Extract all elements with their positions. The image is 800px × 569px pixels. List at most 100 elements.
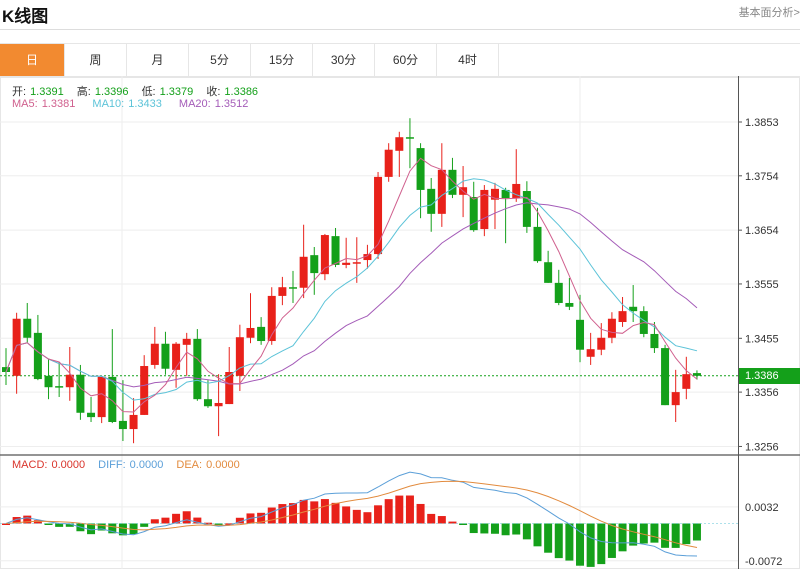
macd-bar (161, 517, 170, 524)
high-label: 高: (76, 86, 91, 98)
macd-legend: MACD: 0.0000 DIFF: 0.0000 DEA: 0.0000 (12, 459, 244, 471)
page-title: K线图 (2, 7, 49, 26)
macd-bar (363, 512, 372, 524)
macd-bar (118, 523, 127, 536)
candle-body (193, 338, 202, 400)
macd-bar (320, 499, 329, 524)
tab-4hour[interactable]: 4时 (437, 44, 499, 77)
candle-body (512, 183, 521, 199)
candle-body (576, 319, 585, 350)
candle-body (65, 374, 74, 388)
macd-bar (533, 523, 542, 547)
macd-bar (352, 509, 361, 524)
tab-week[interactable]: 周 (65, 44, 127, 77)
dea-value: 0.0000 (206, 459, 240, 471)
macd-bar (257, 512, 266, 524)
candle-body (533, 226, 542, 262)
candle-body (395, 137, 404, 151)
candle-body (692, 373, 701, 376)
candle-body (76, 374, 85, 413)
tab-5min[interactable]: 5分 (189, 44, 251, 77)
macd-bar (384, 499, 393, 524)
macd-bar (214, 523, 223, 526)
candle-body (650, 333, 659, 349)
kline-chart[interactable]: 1.3853 1.3754 1.3654 1.3555 1.3455 1.3356 1.32… (0, 76, 800, 569)
candle-body (140, 366, 149, 415)
candle-body (618, 311, 627, 322)
candle-body (384, 149, 393, 177)
macd-bar (501, 523, 510, 536)
candle-body (522, 191, 531, 227)
macd-bar (554, 523, 563, 559)
ma5-line (5, 157, 698, 413)
candle-body (118, 420, 127, 430)
candle-body (374, 176, 383, 255)
macd-bar (661, 523, 670, 548)
candle-body (363, 254, 372, 261)
macd-bar (140, 523, 149, 527)
macd-bar (416, 503, 425, 524)
tab-30min[interactable]: 30分 (313, 44, 375, 77)
candle-body (320, 235, 329, 275)
macd-label: MACD: (12, 459, 48, 471)
candle-body (87, 412, 96, 418)
candle-body (235, 337, 244, 376)
candle-body (682, 374, 691, 389)
candle-body (246, 327, 255, 338)
candle-body (278, 287, 287, 296)
candle-body (586, 349, 595, 357)
macd-bar (629, 523, 638, 546)
candle-body (289, 287, 298, 289)
ma10-label: MA10: (92, 98, 125, 110)
fundamental-analysis-link[interactable]: 基本面分析> (738, 7, 800, 19)
macd-bar (23, 515, 32, 524)
open-label: 开: (12, 86, 27, 98)
macd-bar (55, 523, 64, 527)
candle-body (97, 376, 106, 418)
low-value: 1.3379 (159, 86, 194, 98)
ma10-line (5, 178, 698, 401)
macd-bar (374, 505, 383, 524)
ma-legend: MA5: 1.3381 MA10: 1.3433 MA20: 1.3512 (12, 98, 252, 110)
candle-body (214, 402, 223, 407)
macd-bar (448, 521, 457, 524)
candle-body (225, 372, 234, 405)
candle-body (352, 262, 361, 264)
macd-bar (203, 522, 212, 525)
tab-month[interactable]: 月 (127, 44, 189, 77)
macd-bar (87, 523, 96, 535)
macd-bar (395, 495, 404, 524)
diff-value: 0.0000 (129, 459, 164, 471)
candle-body (55, 386, 64, 388)
tab-60min[interactable]: 60分 (375, 44, 437, 77)
dea-line (5, 480, 698, 548)
candle-body (437, 169, 446, 214)
current-price-badge: 1.3386 (739, 368, 800, 384)
macd-bar (289, 503, 298, 524)
candle-body (490, 188, 499, 200)
open-value: 1.3391 (30, 86, 64, 98)
tab-day[interactable]: 日 (0, 44, 65, 77)
candle-body (565, 302, 574, 307)
candle-body (342, 262, 351, 265)
close-value: 1.3386 (224, 86, 259, 98)
tab-15min[interactable]: 15分 (251, 44, 313, 77)
macd-bar (225, 523, 234, 525)
macd-bar (512, 523, 521, 535)
close-label: 收: (206, 86, 221, 98)
macd-bar (459, 523, 468, 525)
candle-body (129, 414, 138, 430)
candle-body (267, 295, 276, 342)
diff-line (5, 471, 698, 557)
ma10-value: 1.3433 (128, 98, 162, 110)
macd-bar (278, 504, 287, 524)
macd-bar (469, 523, 478, 534)
macd-bar (310, 501, 319, 524)
candle-body (416, 148, 425, 190)
candle-body (629, 306, 638, 312)
macd-bar (235, 517, 244, 524)
candle-body (108, 376, 117, 422)
macd-bar (33, 520, 42, 524)
high-value: 1.3396 (94, 86, 129, 98)
macd-bar (65, 523, 74, 527)
